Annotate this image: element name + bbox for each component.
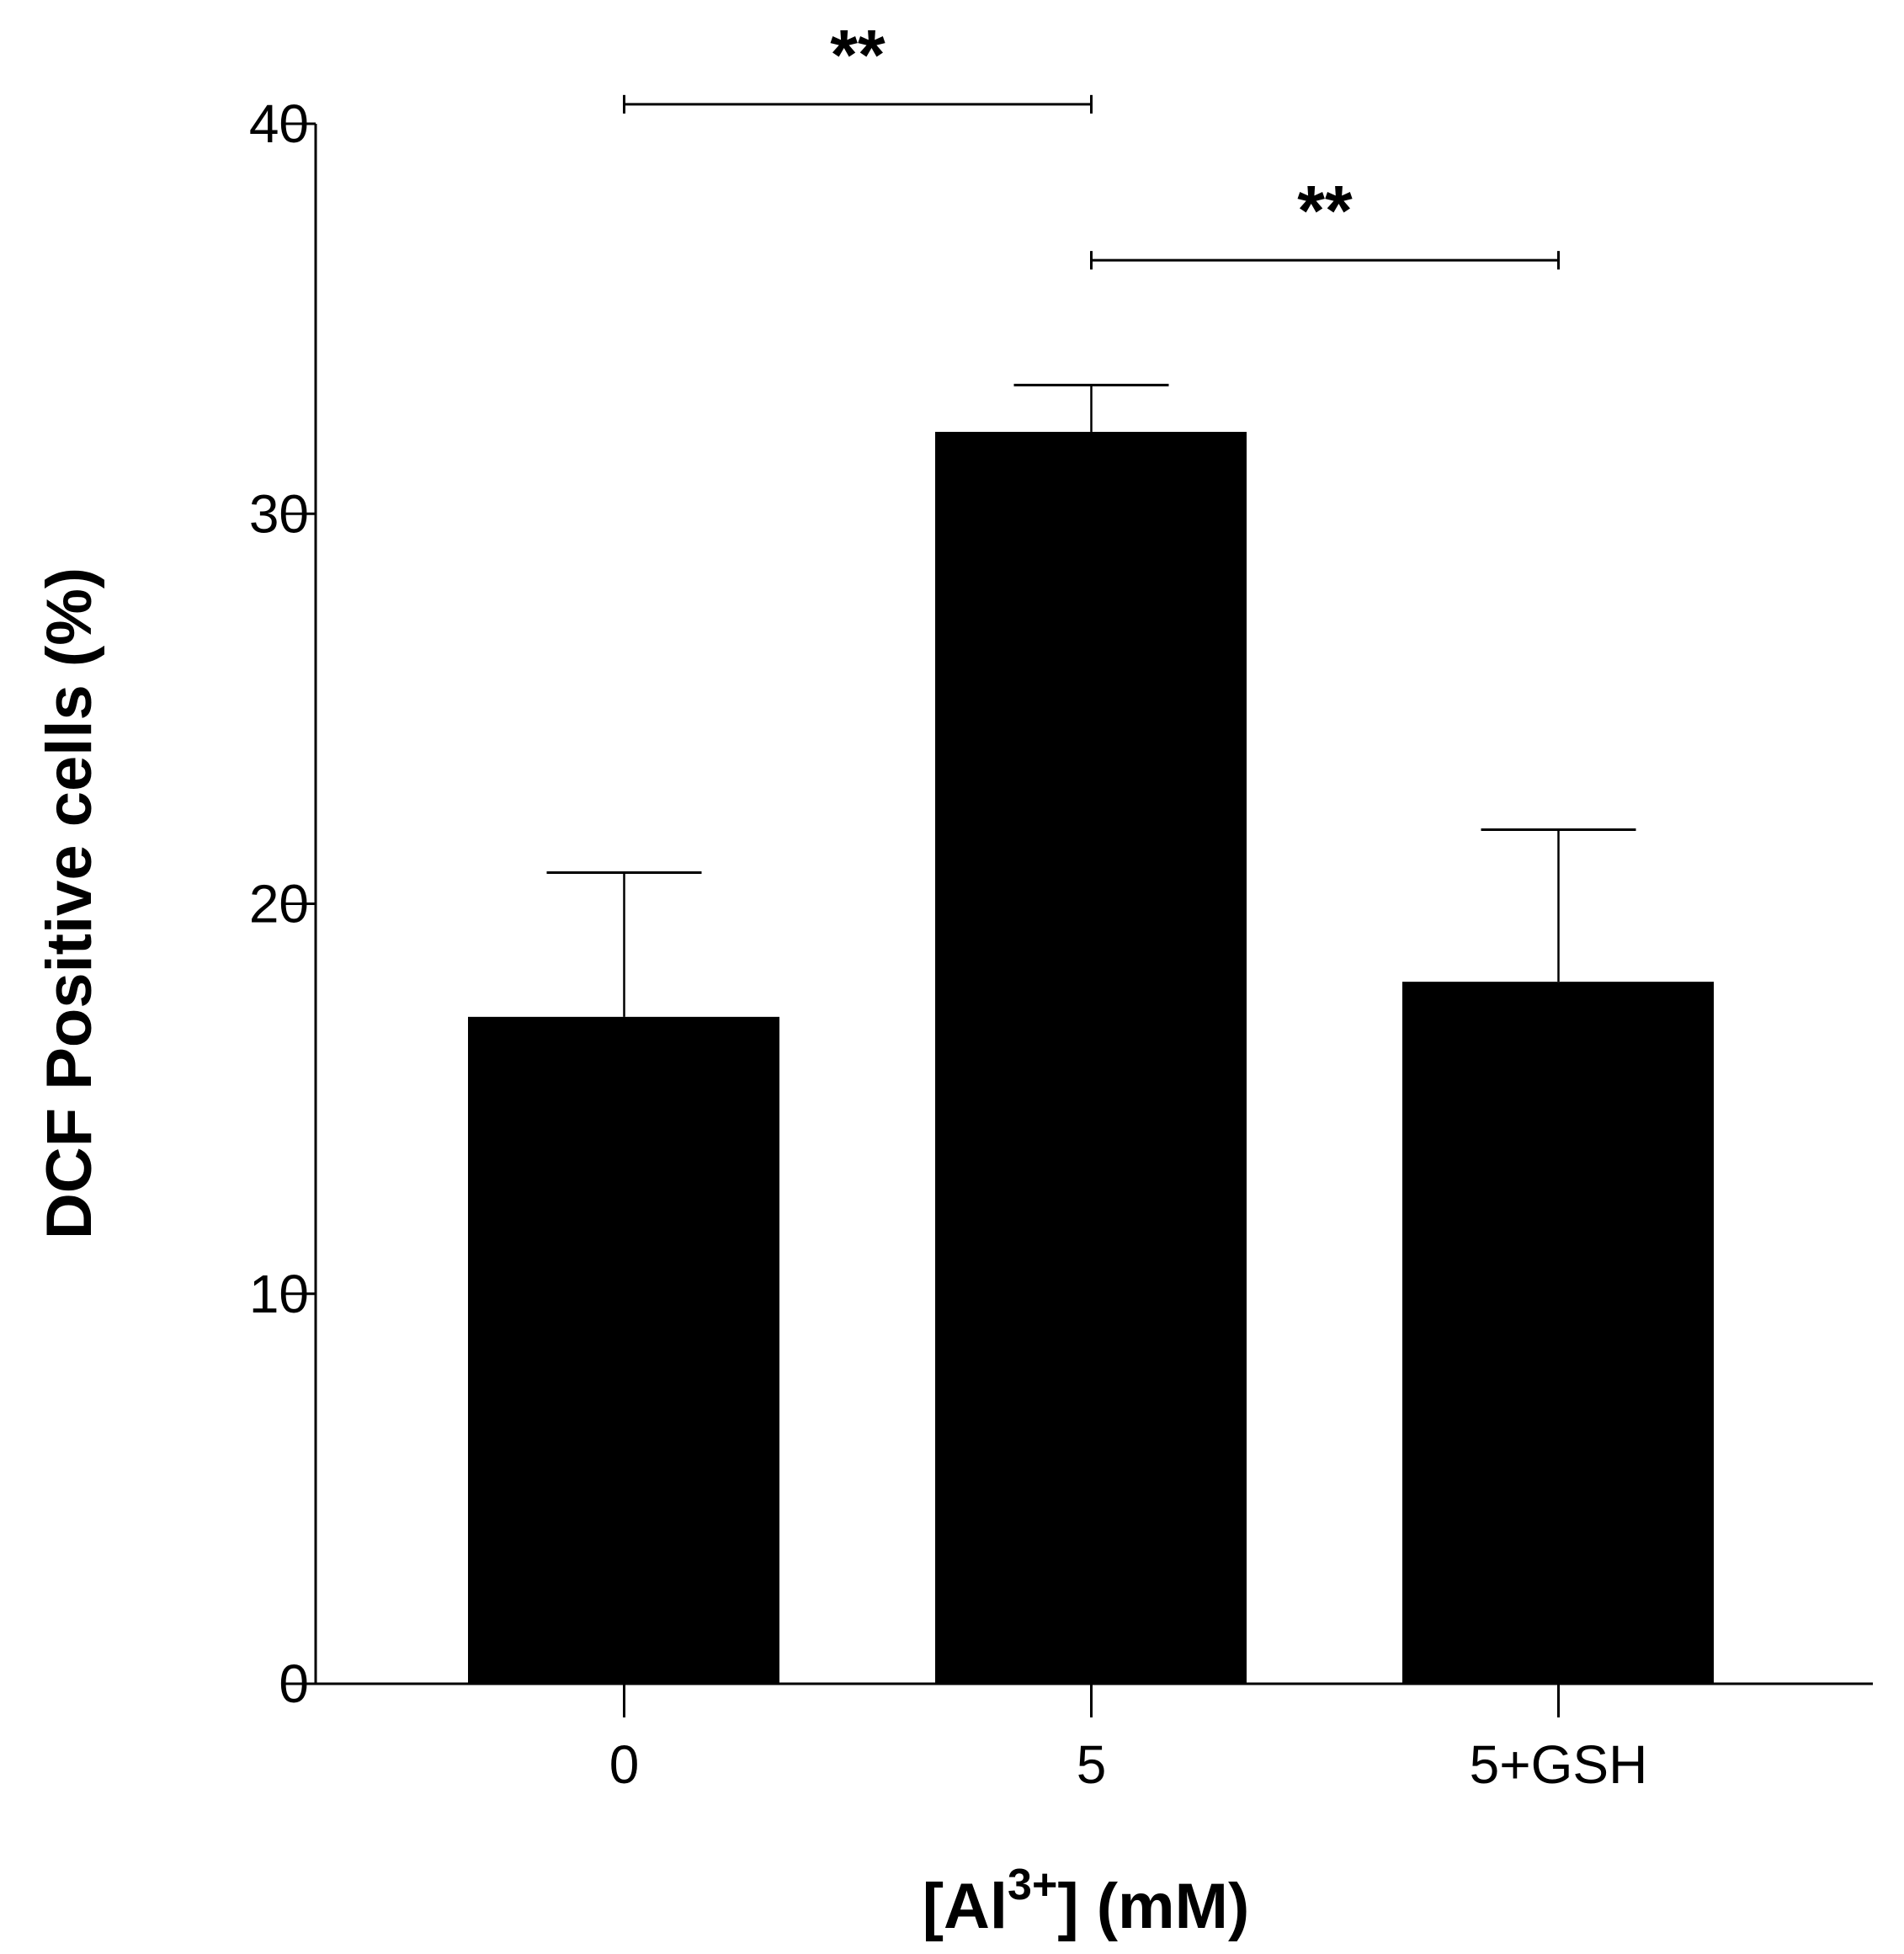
y-axis: 0 10 20 30 40	[249, 93, 317, 1714]
x-ticks: 0 5 5+GSH	[609, 1684, 1648, 1795]
x-axis-title-suffix: ] (mM)	[1057, 1871, 1249, 1942]
x-axis-title-prefix: [Al	[923, 1871, 1008, 1942]
x-axis: 0 5 5+GSH	[316, 1682, 1873, 1795]
bar	[1402, 982, 1714, 1684]
x-tick-label: 5	[1077, 1734, 1107, 1795]
y-tick-label: 30	[249, 483, 309, 544]
y-tick-label: 40	[249, 93, 309, 154]
error-bars	[546, 383, 1636, 1017]
x-axis-title: [Al3+] (mM)	[923, 1861, 1250, 1942]
bars	[468, 431, 1714, 1684]
x-tick-label: 5+GSH	[1470, 1734, 1648, 1795]
significance-label: **	[1297, 171, 1353, 250]
y-tick-label: 20	[249, 874, 309, 934]
x-axis-title-superscript: 3+	[1008, 1861, 1057, 1909]
significance-label: **	[830, 15, 886, 94]
x-tick-label: 0	[609, 1734, 640, 1795]
y-ticks: 0 10 20 30 40	[249, 93, 316, 1714]
y-axis-title: DCF Positive cells (%)	[34, 567, 105, 1239]
significance-brackets: ** **	[623, 15, 1560, 270]
bar	[468, 1016, 779, 1684]
bar	[935, 431, 1247, 1684]
y-tick-label: 10	[249, 1264, 309, 1324]
y-tick-label: 0	[279, 1653, 309, 1714]
